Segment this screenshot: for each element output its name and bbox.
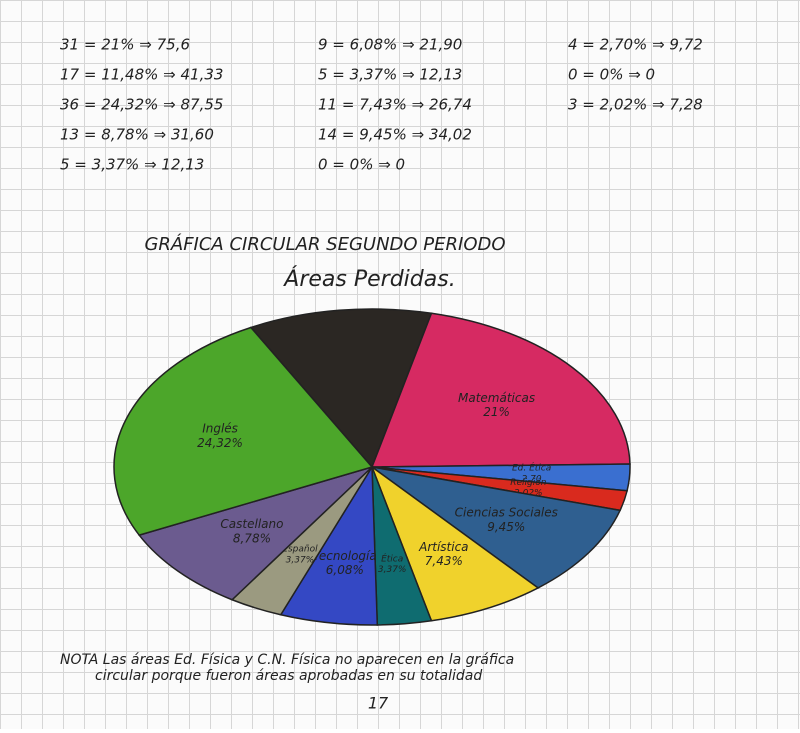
slice-label: Matemáticas <box>458 391 535 405</box>
calculation: 3 = 2,02% ⇒ 7,28 <box>568 96 703 114</box>
slice-label: Artística <box>418 540 468 554</box>
note-text: NOTA Las áreas Ed. Física y C.N. Física … <box>60 652 514 684</box>
calculation: 5 = 3,37% ⇒ 12,13 <box>60 156 204 174</box>
slice-label: Español <box>282 545 318 555</box>
note: NOTA Las áreas Ed. Física y C.N. Física … <box>60 652 514 684</box>
calculation: 14 = 9,45% ⇒ 34,02 <box>318 126 472 144</box>
slice-value-label: 3,37% <box>378 565 407 575</box>
calculation: 9 = 6,08% ⇒ 21,90 <box>318 36 462 54</box>
slice-value-label: 3,37% <box>286 555 315 565</box>
chart-subtitle: Áreas Perdidas. <box>282 266 455 292</box>
note-line: NOTA Las áreas Ed. Física y C.N. Física … <box>60 652 514 668</box>
slice-value-label: 24,32% <box>197 436 243 450</box>
pie-slice <box>370 312 631 468</box>
slice-value-label: 2,70 <box>522 474 542 484</box>
chart-title: GRÁFICA CIRCULAR SEGUNDO PERIODO <box>144 233 505 255</box>
calculation: 11 = 7,43% ⇒ 26,74 <box>318 96 472 114</box>
calculation: 0 = 0% ⇒ 0 <box>568 66 655 84</box>
calculation: 36 = 24,32% ⇒ 87,55 <box>60 96 223 114</box>
slice-label: Ed. Ética <box>512 462 551 474</box>
pie-slice <box>370 464 540 622</box>
slice-label: Religión <box>510 477 547 488</box>
page-number: 17 <box>368 694 389 713</box>
slice-label: Ética <box>381 552 403 564</box>
pie-slice <box>113 326 374 537</box>
slice-value-label: 9,45% <box>487 520 525 534</box>
calculation: 5 = 3,37% ⇒ 12,13 <box>318 66 462 84</box>
slice-label: Ciencias Sociales <box>455 506 558 520</box>
note-line: circular porque fueron áreas aprobadas e… <box>95 668 482 684</box>
calculation: 17 = 11,48% ⇒ 41,33 <box>60 66 223 84</box>
calculation: 31 = 21% ⇒ 75,6 <box>60 36 190 54</box>
pie-slice <box>371 466 622 589</box>
slice-value-label: 7,43% <box>425 554 463 568</box>
slice-value-label: 21% <box>483 405 510 419</box>
slice-label: Inglés <box>202 422 238 436</box>
pie-slice <box>137 466 373 601</box>
calculation: 4 = 2,70% ⇒ 9,72 <box>568 36 703 54</box>
slice-value-label: 8,78% <box>233 531 271 545</box>
slice-label: Castellano <box>220 517 283 531</box>
calculation: 13 = 8,78% ⇒ 31,60 <box>60 126 214 144</box>
slice-value-label: 6,08% <box>326 563 364 577</box>
pie-slice <box>249 308 433 469</box>
slice-label: Tecnología <box>313 549 377 563</box>
calculation: 0 = 0% ⇒ 0 <box>318 156 405 174</box>
